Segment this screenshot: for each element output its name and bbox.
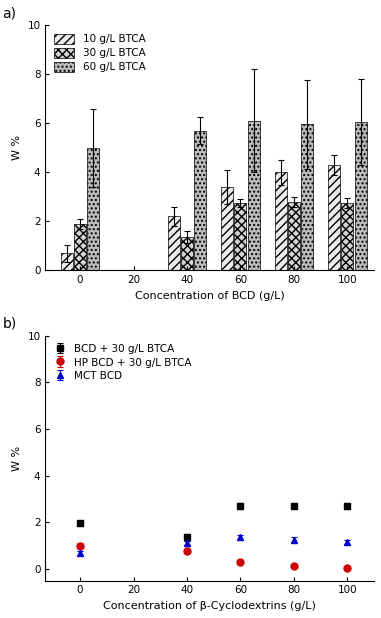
Bar <box>301 124 313 270</box>
Bar <box>274 172 287 270</box>
Bar <box>168 216 179 270</box>
Bar <box>234 203 247 270</box>
Legend: BCD + 30 g/L BTCA, HP BCD + 30 g/L BTCA, MCT BCD: BCD + 30 g/L BTCA, HP BCD + 30 g/L BTCA,… <box>51 341 195 384</box>
Bar <box>87 148 99 270</box>
Bar <box>355 122 367 270</box>
X-axis label: Concentration of BCD (g/L): Concentration of BCD (g/L) <box>135 290 285 301</box>
Bar <box>221 187 233 270</box>
Y-axis label: W %: W % <box>12 135 22 160</box>
Bar <box>328 165 340 270</box>
Bar <box>248 121 260 270</box>
Bar <box>74 224 86 270</box>
Bar <box>181 237 193 270</box>
Text: b): b) <box>3 317 17 331</box>
Legend: 10 g/L BTCA, 30 g/L BTCA, 60 g/L BTCA: 10 g/L BTCA, 30 g/L BTCA, 60 g/L BTCA <box>51 30 149 75</box>
Bar <box>194 130 207 270</box>
Y-axis label: W %: W % <box>12 446 22 471</box>
Text: a): a) <box>3 6 17 20</box>
X-axis label: Concentration of β-Cyclodextrins (g/L): Concentration of β-Cyclodextrins (g/L) <box>103 601 316 611</box>
Bar <box>288 201 300 270</box>
Bar <box>61 253 73 270</box>
Bar <box>341 203 353 270</box>
